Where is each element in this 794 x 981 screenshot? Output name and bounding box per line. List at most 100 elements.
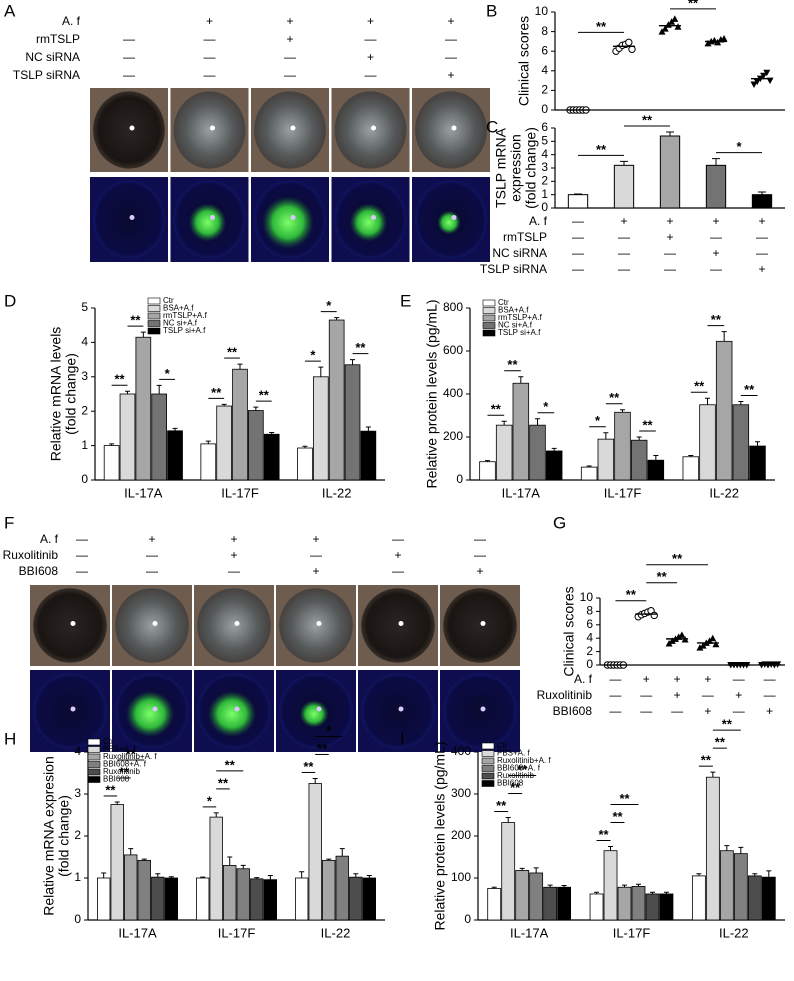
error-bar <box>535 418 541 426</box>
y-tick-label: 1 <box>81 438 88 452</box>
legend-label: BBI608+A. f <box>103 760 147 769</box>
error-bar <box>622 884 628 888</box>
condition-mark: — <box>146 548 158 562</box>
bar <box>732 404 750 481</box>
bar <box>308 783 322 921</box>
y-tick-label: 2 <box>74 828 81 842</box>
condition-mark: — <box>146 564 158 578</box>
significance-label: ** <box>491 402 502 417</box>
significance-label: ** <box>609 390 620 405</box>
error-bar <box>649 891 655 894</box>
reflection <box>371 125 376 131</box>
error-bar <box>267 874 273 880</box>
bar <box>630 439 648 481</box>
significance-label: ** <box>612 809 623 824</box>
significance-label: ** <box>688 0 699 10</box>
bar <box>751 194 773 209</box>
error-bar <box>227 856 233 866</box>
y-tick-label: 600 <box>443 343 463 357</box>
condition-mark: — <box>572 246 584 260</box>
data-point <box>696 644 704 651</box>
bar <box>557 886 572 921</box>
legend-label: PBS+A. f <box>497 749 530 758</box>
condition-mark: — <box>764 688 776 702</box>
legend-label: BSA+A.f <box>498 306 529 315</box>
significance-label: ** <box>642 112 653 127</box>
y-tick-label: 8 <box>586 604 593 618</box>
reflection <box>316 621 322 626</box>
condition-mark: — <box>671 704 683 718</box>
condition-label: NC siRNA <box>492 246 547 260</box>
data-point <box>712 640 720 648</box>
legend-label: BBI608+A. f <box>497 764 541 773</box>
bar <box>248 410 264 481</box>
condition-mark: — <box>123 32 135 46</box>
y-axis-label: Relative mRNA levels <box>48 327 64 462</box>
bar <box>567 194 589 209</box>
significance-label: ** <box>715 735 726 750</box>
legend-swatch <box>481 772 495 780</box>
significance-label: ** <box>701 753 712 768</box>
eye <box>33 673 107 749</box>
bar <box>589 893 604 921</box>
y-tick-label: 3 <box>81 369 88 383</box>
error-bar <box>365 426 371 432</box>
condition-label: TSLP siRNA <box>13 68 80 82</box>
bar <box>103 445 120 481</box>
error-bar <box>533 867 539 873</box>
error-bar <box>688 454 694 457</box>
x-tick-label: IL-17F <box>604 485 642 500</box>
significance-label: * <box>326 723 332 738</box>
condition-mark: — <box>123 50 135 64</box>
legend-label: Ctr <box>498 298 509 307</box>
condition-mark: + <box>758 262 765 276</box>
condition-label: A. f <box>574 672 593 686</box>
error-bar <box>156 384 162 394</box>
legend-label: Ctr <box>497 741 508 750</box>
y-tick-label: 2 <box>541 174 548 188</box>
bar <box>263 879 277 921</box>
error-bar <box>302 445 308 449</box>
bar <box>617 886 632 921</box>
significance-label: ** <box>657 569 668 584</box>
error-bar <box>766 870 772 878</box>
error-bar <box>636 436 642 441</box>
eye <box>93 180 165 259</box>
error-bar <box>663 891 669 894</box>
condition-mark: — <box>664 246 676 260</box>
error-bar <box>738 401 744 405</box>
significance-label: * <box>165 366 171 381</box>
condition-mark: — <box>204 50 216 64</box>
reflection <box>129 215 135 220</box>
condition-label: A. f <box>40 532 59 546</box>
error-bar <box>738 846 744 854</box>
bar <box>360 430 377 481</box>
condition-mark: — <box>284 50 296 64</box>
condition-label: A. f <box>529 214 548 228</box>
error-bar <box>561 885 567 888</box>
error-bar <box>484 460 490 462</box>
bar <box>597 438 615 481</box>
condition-mark: — <box>310 548 322 562</box>
data-point <box>753 78 761 86</box>
error-bar <box>334 317 340 321</box>
stain <box>262 196 314 249</box>
significance-label: ** <box>496 798 507 813</box>
legend-swatch <box>87 753 101 761</box>
bar <box>328 319 345 481</box>
error-bar <box>172 427 178 431</box>
y-tick-label: 4 <box>541 147 548 161</box>
significance-label: ** <box>672 551 683 566</box>
condition-mark: + <box>476 564 483 578</box>
panel-label: B <box>486 1 497 20</box>
bar <box>631 886 646 921</box>
y-axis-label: Clinical scores <box>516 16 532 106</box>
y-tick-label: 800 <box>443 300 463 314</box>
condition-mark: — <box>392 532 404 546</box>
error-bar <box>128 848 134 855</box>
error-bar <box>574 193 582 195</box>
x-tick-label: IL-17A <box>510 925 549 940</box>
panel-label: C <box>486 117 498 136</box>
legend-label: Ruxolitinib+A. f <box>103 752 157 761</box>
